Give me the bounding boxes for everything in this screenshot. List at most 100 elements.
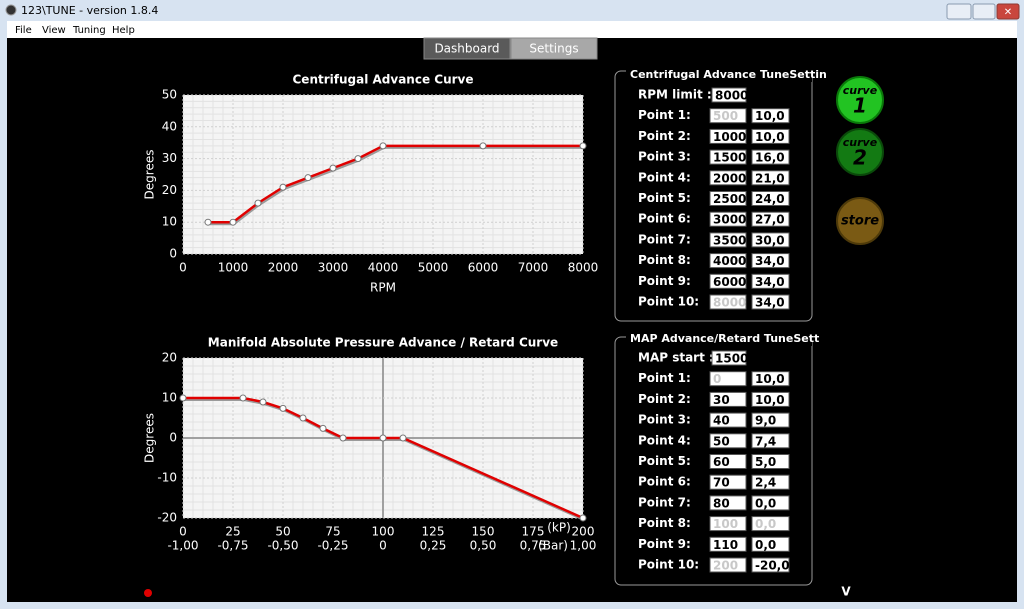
- round-button[interactable]: [836, 76, 884, 124]
- input-value[interactable]: 0,0: [755, 538, 776, 552]
- input-value[interactable]: 70: [713, 476, 730, 490]
- input-value[interactable]: 10,0: [755, 393, 785, 407]
- input-field[interactable]: [751, 211, 790, 227]
- round-button[interactable]: [836, 197, 884, 245]
- input-field[interactable]: [709, 495, 747, 511]
- input-value[interactable]: 10,0: [755, 130, 785, 144]
- input-value[interactable]: 40: [713, 414, 730, 428]
- input-field[interactable]: [751, 149, 790, 165]
- input-field[interactable]: [751, 557, 790, 573]
- input-value[interactable]: 8000: [715, 89, 748, 103]
- input-value[interactable]: 27,0: [755, 213, 785, 227]
- input-field[interactable]: [709, 454, 747, 469]
- input-field[interactable]: [709, 536, 747, 552]
- input-field[interactable]: [709, 391, 747, 407]
- input-field[interactable]: [751, 191, 790, 206]
- input-field[interactable]: [709, 191, 747, 206]
- input-value[interactable]: 0,0: [755, 496, 776, 510]
- input-field[interactable]: [751, 371, 790, 387]
- button-text[interactable]: curve: [843, 84, 878, 97]
- input-value[interactable]: 2,4: [755, 476, 776, 490]
- input-field[interactable]: [709, 412, 747, 428]
- menu-item[interactable]: Help: [112, 25, 135, 36]
- button-text[interactable]: curve: [843, 136, 878, 149]
- input-value[interactable]: 1500: [713, 151, 746, 165]
- input-field[interactable]: [751, 474, 790, 490]
- menu-item[interactable]: Tuning: [72, 25, 106, 36]
- input-field[interactable]: [751, 128, 790, 144]
- input-value[interactable]: 0: [713, 372, 721, 386]
- input-value[interactable]: 34,0: [755, 296, 785, 310]
- tab-label[interactable]: Settings: [529, 42, 578, 56]
- input-field[interactable]: [751, 433, 790, 449]
- input-field[interactable]: [709, 232, 747, 248]
- input-value[interactable]: 30: [713, 393, 730, 407]
- input-value[interactable]: 8000: [713, 296, 746, 310]
- button-number[interactable]: 2: [853, 146, 867, 170]
- input-value[interactable]: 16,0: [755, 151, 785, 165]
- input-value[interactable]: 60: [713, 455, 730, 469]
- input-value[interactable]: 3500: [713, 233, 746, 247]
- input-value[interactable]: 30,0: [755, 233, 785, 247]
- tab-settings[interactable]: [510, 37, 598, 60]
- input-value[interactable]: 0,0: [755, 517, 776, 531]
- input-value[interactable]: 1000: [713, 130, 746, 144]
- minimize-button[interactable]: [946, 3, 972, 20]
- tab-label[interactable]: Dashboard: [434, 42, 499, 56]
- button-text[interactable]: store: [841, 214, 879, 229]
- input-field[interactable]: [709, 108, 747, 124]
- input-value[interactable]: 24,0: [755, 192, 785, 206]
- menu-item[interactable]: File: [15, 25, 32, 36]
- input-field[interactable]: [751, 232, 790, 248]
- input-field[interactable]: [709, 211, 747, 227]
- input-value[interactable]: 7,4: [755, 434, 776, 448]
- close-button[interactable]: [996, 3, 1020, 20]
- input-field[interactable]: [709, 273, 747, 289]
- input-field[interactable]: [711, 350, 747, 366]
- input-field[interactable]: [709, 557, 747, 573]
- input-value[interactable]: 5,0: [755, 455, 776, 469]
- input-value[interactable]: 100: [713, 517, 738, 531]
- input-field[interactable]: [751, 495, 790, 511]
- input-value[interactable]: 80: [713, 496, 730, 510]
- input-field[interactable]: [709, 371, 747, 387]
- input-value[interactable]: 200: [713, 559, 738, 573]
- input-value[interactable]: 1500: [715, 352, 748, 366]
- input-value[interactable]: 110: [713, 538, 738, 552]
- input-field[interactable]: [751, 108, 790, 124]
- input-field[interactable]: [709, 433, 747, 449]
- input-value[interactable]: 50: [713, 434, 730, 448]
- input-value[interactable]: 21,0: [755, 171, 785, 185]
- input-value[interactable]: 6000: [713, 275, 746, 289]
- input-field[interactable]: [751, 536, 790, 552]
- input-value[interactable]: 9,0: [755, 414, 776, 428]
- input-field[interactable]: [709, 149, 747, 165]
- input-field[interactable]: [751, 412, 790, 428]
- input-field[interactable]: [711, 87, 747, 103]
- input-field[interactable]: [709, 253, 747, 269]
- input-field[interactable]: [751, 391, 790, 407]
- input-value[interactable]: 2000: [713, 171, 746, 185]
- input-field[interactable]: [751, 170, 790, 186]
- input-field[interactable]: [751, 454, 790, 469]
- input-field[interactable]: [709, 170, 747, 186]
- input-field[interactable]: [709, 294, 747, 310]
- input-value[interactable]: -20,0: [755, 559, 790, 573]
- input-field[interactable]: [709, 516, 747, 532]
- tab-dashboard[interactable]: [423, 37, 511, 60]
- input-value[interactable]: 34,0: [755, 254, 785, 268]
- input-value[interactable]: 500: [713, 109, 738, 123]
- maximize-button[interactable]: [972, 3, 996, 20]
- input-value[interactable]: 2500: [713, 192, 746, 206]
- input-value[interactable]: 10,0: [755, 372, 785, 386]
- input-value[interactable]: 10,0: [755, 109, 785, 123]
- round-button[interactable]: [836, 128, 884, 176]
- input-field[interactable]: [709, 474, 747, 490]
- input-field[interactable]: [751, 273, 790, 289]
- button-number[interactable]: 1: [853, 94, 867, 118]
- input-value[interactable]: 34,0: [755, 275, 785, 289]
- input-value[interactable]: 3000: [713, 213, 746, 227]
- input-field[interactable]: [751, 294, 790, 310]
- input-field[interactable]: [709, 128, 747, 144]
- input-field[interactable]: [751, 516, 790, 532]
